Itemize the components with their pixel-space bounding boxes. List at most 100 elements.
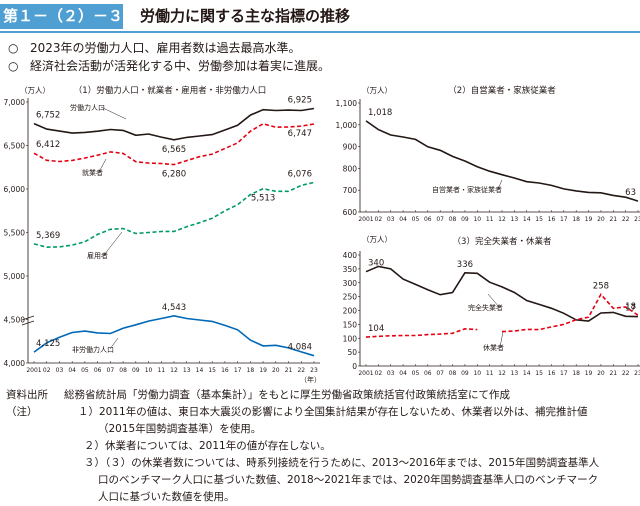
x-tick-label: 19: [585, 370, 593, 377]
y-tick-label: 1,100: [336, 99, 358, 108]
x-tick-label: 07: [436, 370, 444, 377]
series-leader-line: [487, 293, 500, 308]
x-tick-label: 08: [119, 367, 127, 374]
x-tick-label: 09: [132, 367, 140, 374]
x-tick-label: 07: [107, 367, 115, 374]
note-text: ３）（３）の休業者数については、時系列接続を行うために、2013～2016年まで…: [84, 457, 600, 469]
x-tick-label: 09: [461, 216, 469, 223]
y-tick-label: 900: [343, 143, 358, 152]
series-line: [33, 314, 315, 357]
x-tick-label: 04: [399, 216, 407, 223]
series-name-label: 就業者: [82, 168, 103, 177]
x-tick-label: 22: [622, 216, 630, 223]
y-tick-label: 600: [343, 208, 358, 217]
data-label-start: 104: [368, 324, 384, 334]
x-tick-label: 18: [572, 370, 580, 377]
series-line: [365, 120, 639, 202]
note-line: ３）（３）の休業者数については、時系列接続を行うために、2013～2016年まで…: [6, 455, 599, 472]
bullet-mark: ○: [8, 41, 19, 55]
data-label-start: 5,369: [36, 231, 60, 241]
note-text: 人口に基づいた数値を使用。: [98, 491, 235, 503]
series-name-label: 非労働力人口: [72, 345, 114, 354]
x-tick-label: 17: [560, 216, 568, 223]
y-tick-label: 5,000: [4, 272, 26, 281]
data-label-end: 17: [625, 304, 636, 314]
x-tick-label: 09: [461, 370, 469, 377]
x-tick-label: 11: [486, 370, 494, 377]
x-tick-label: 06: [424, 216, 432, 223]
x-tick-label: 2001: [358, 370, 373, 377]
x-tick-label: 15: [535, 370, 543, 377]
y-axis-unit-label: （万人）: [362, 86, 392, 95]
x-tick-label: 21: [609, 216, 617, 223]
series-leader-line: [100, 106, 127, 120]
y-tick-label: 6,000: [4, 185, 26, 194]
series-name-label: 完全失業者: [468, 303, 503, 312]
figure-header: 第１－（２）－３図 労働力に関する主な指標の推移: [0, 0, 640, 33]
x-tick-label: 03: [387, 216, 395, 223]
x-tick-label: 10: [473, 216, 481, 223]
charts-area: （1）労働力人口・就業者・雇用者・非労働力人口 （万人） 7,000 6,500 6,0…: [4, 85, 640, 384]
x-tick-label: 2001: [26, 367, 41, 374]
series-name-label: 自営業者・家族従業者: [432, 185, 502, 194]
x-tick-label: 11: [157, 367, 165, 374]
bullet-text: 2023年の労働力人口、雇用者数は過去最高水準。: [30, 41, 301, 55]
data-label-start: 340: [368, 259, 384, 269]
note-text: ２）休業者については、2011年の値が存在しない。: [84, 440, 331, 452]
note-line: （注） １）2011年の値は、東日本大震災の影響により全国集計結果が存在しないため…: [6, 404, 588, 421]
series-line: [33, 122, 315, 166]
bullet-text: 経済社会活動が活発化する中、労働参加は着実に進展。: [30, 59, 331, 73]
chart-title: （3）完全失業者・休業者: [453, 236, 552, 247]
x-tick-label: 20: [597, 216, 605, 223]
bullet-mark: ○: [8, 59, 19, 73]
x-tick-label: 02: [375, 370, 383, 377]
x-axis-unit-label: （年）: [300, 375, 321, 384]
header-rule: [0, 31, 640, 33]
summary-bullet-1: ○ 2023年の労働力人口、雇用者数は過去最高水準。: [8, 40, 301, 56]
note-text: 口のベンチマーク人口に基づいた数値、2018～2021年までは、2020年国勢調…: [98, 474, 599, 486]
x-tick-label: 21: [285, 367, 293, 374]
series-leader-line: [497, 179, 503, 190]
summary-bullet-2: ○ 経済社会活動が活発化する中、労働参加は着実に進展。: [8, 58, 330, 74]
axis-break-mark: [21, 315, 35, 326]
y-axis-unit-label: （万人）: [362, 235, 392, 244]
x-tick-label: 04: [68, 367, 76, 374]
x-tick-label: 20: [272, 367, 280, 374]
x-tick-label: 13: [183, 367, 191, 374]
x-tick-label: 16: [548, 370, 556, 377]
data-label-start: 6,412: [36, 140, 60, 150]
series-line: [365, 293, 639, 338]
series-name-label: 労働力人口: [70, 103, 105, 112]
y-tick-label: 100: [343, 334, 358, 343]
x-tick-label: 02: [43, 367, 51, 374]
x-tick-label: 14: [523, 370, 531, 377]
x-tick-label: 15: [208, 367, 216, 374]
data-label-mid: 258: [593, 281, 609, 291]
note-line: 資料出所 総務省統計局「労働力調査（基本集計）」をもとに厚生労働省政策統括官付政策…: [6, 387, 510, 404]
x-tick-label: 17: [560, 370, 568, 377]
x-tick-label: 14: [196, 367, 204, 374]
x-tick-label: 19: [259, 367, 267, 374]
x-tick-label: 18: [572, 216, 580, 223]
data-label-start: 4,125: [36, 339, 60, 349]
x-tick-label: 12: [498, 370, 506, 377]
y-axis-unit-label: （万人）: [20, 86, 50, 95]
x-tick-label: 08: [449, 216, 457, 223]
x-tick-label: 07: [436, 216, 444, 223]
x-tick-label: 14: [523, 216, 531, 223]
x-tick-label: 11: [486, 216, 494, 223]
x-tick-label: 17: [234, 367, 242, 374]
x-tick-label: 18: [247, 367, 255, 374]
x-tick-label: 22: [622, 370, 630, 377]
x-tick-label: 03: [387, 370, 395, 377]
figure-title: 労働力に関する主な指標の推移: [140, 7, 351, 25]
x-tick-label: 2001: [358, 216, 373, 223]
x-tick-label: 16: [221, 367, 229, 374]
note-line: 口のベンチマーク人口に基づいた数値、2018～2021年までは、2020年国勢調…: [6, 472, 598, 489]
y-tick-label: 400: [343, 251, 358, 260]
series-line: [33, 107, 315, 141]
y-tick-label: 0: [352, 362, 357, 371]
note-text: 総務省統計局「労働力調査（基本集計）」をもとに厚生労働省政策統括官付政策統括室に…: [64, 389, 511, 401]
y-tick-label: 50: [347, 348, 357, 357]
x-tick-label: 23: [634, 370, 640, 377]
